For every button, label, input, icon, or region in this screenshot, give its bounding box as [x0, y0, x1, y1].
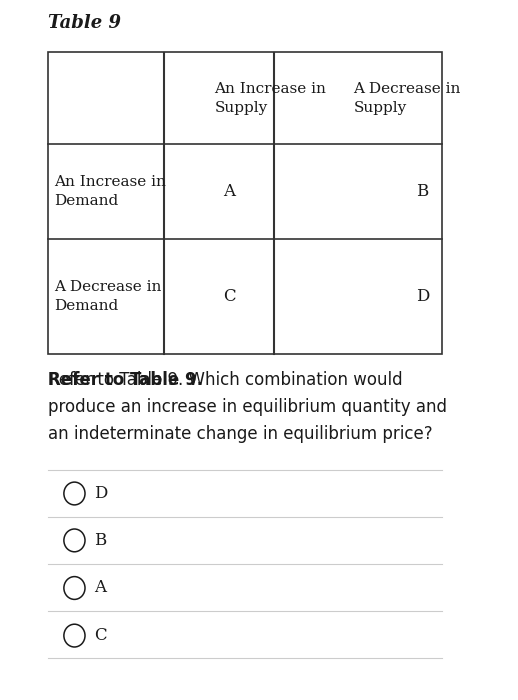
Text: D: D	[416, 288, 429, 304]
Text: B: B	[94, 532, 106, 549]
Text: D: D	[94, 485, 107, 502]
Text: A: A	[223, 183, 235, 200]
Text: Table 9: Table 9	[48, 13, 121, 32]
Text: An Increase in
Supply: An Increase in Supply	[214, 82, 326, 116]
Text: B: B	[416, 183, 429, 200]
Text: Refer to Table 9.: Refer to Table 9.	[48, 371, 203, 389]
Text: C: C	[223, 288, 235, 304]
Text: C: C	[94, 627, 106, 644]
Text: An Increase in
Demand: An Increase in Demand	[54, 175, 166, 209]
Text: A Decrease in
Demand: A Decrease in Demand	[54, 279, 161, 313]
Text: A Decrease in
Supply: A Decrease in Supply	[353, 82, 461, 116]
Text: A: A	[94, 580, 106, 596]
Text: Refer to Table 9. Which combination would
produce an increase in equilibrium qua: Refer to Table 9. Which combination woul…	[48, 371, 447, 443]
Bar	[48, 52, 442, 354]
